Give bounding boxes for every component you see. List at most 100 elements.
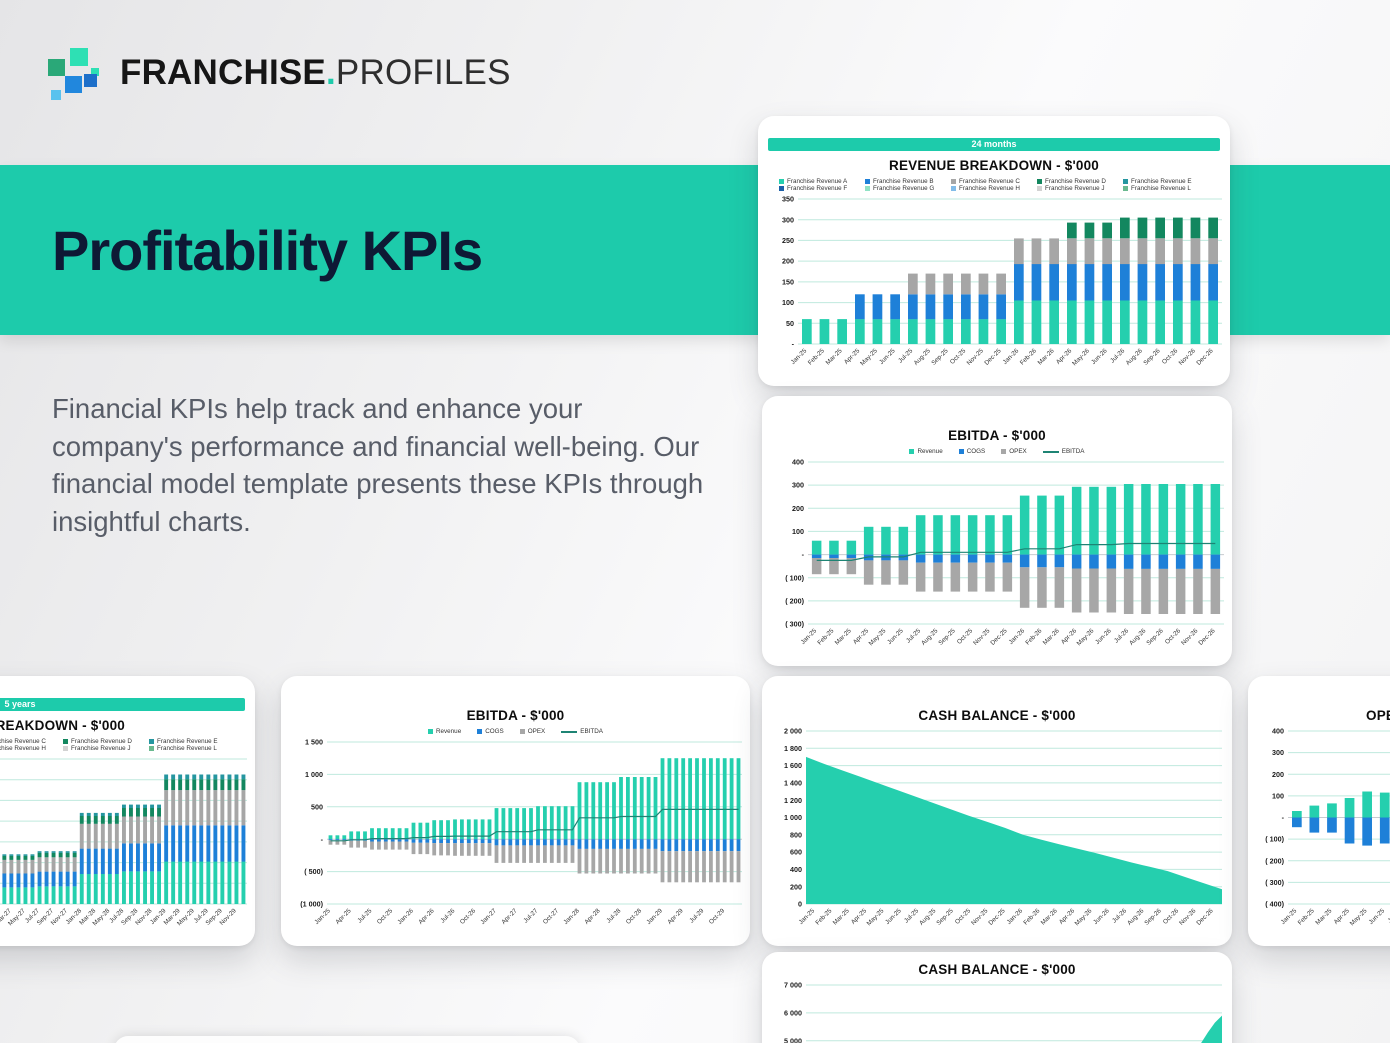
period-band-24-months: 24 months (768, 138, 1220, 151)
legend-item: COGS (958, 448, 985, 455)
chart-card-cash-balance-5y: CASH BALANCE - $'000 7 000 6 000 5 000 (762, 952, 1232, 1043)
logo-square-teal-small (91, 68, 99, 76)
svg-text:Jul-29: Jul-29 (688, 907, 705, 924)
svg-text:Jun-25: Jun-25 (878, 347, 897, 366)
svg-text:Oct-25: Oct-25 (954, 907, 973, 926)
svg-text:Feb-25: Feb-25 (1297, 907, 1316, 926)
svg-text:Jan-29: Jan-29 (645, 907, 664, 926)
svg-text:Jan-28: Jan-28 (562, 907, 581, 926)
svg-text:May-25: May-25 (868, 627, 888, 647)
period-band-5-years: 5 years (0, 698, 245, 711)
svg-text:Mar-26: Mar-26 (1040, 907, 1059, 926)
legend-label: Franchise Revenue L (157, 745, 217, 752)
svg-text:50: 50 (786, 319, 794, 328)
svg-text:200: 200 (1272, 770, 1284, 779)
legend-swatch (1001, 449, 1007, 454)
legend-swatch (1037, 186, 1042, 191)
svg-text:( 300): ( 300) (1265, 878, 1284, 887)
logo-square-lightblue-small (51, 90, 61, 100)
svg-text:Jun-26: Jun-26 (1090, 347, 1109, 366)
logo-square-blue-large (65, 76, 82, 93)
svg-text:400: 400 (1272, 727, 1284, 736)
svg-text:Feb-26: Feb-26 (1019, 347, 1038, 366)
svg-text:Jan-26: Jan-26 (396, 907, 415, 926)
svg-text:Oct-25: Oct-25 (956, 627, 975, 646)
chart-title: CASH BALANCE - $'000 (918, 708, 1076, 723)
svg-text:800: 800 (790, 830, 802, 839)
chart-title: CASH BALANCE - $'000 (918, 962, 1076, 977)
svg-text:250: 250 (782, 236, 794, 245)
svg-text:350: 350 (782, 195, 794, 204)
svg-text:Jan-25: Jan-25 (800, 627, 819, 646)
svg-text:Jul-25: Jul-25 (356, 907, 373, 924)
svg-text:2 000: 2 000 (784, 727, 802, 736)
svg-text:Jun-25: Jun-25 (884, 907, 903, 926)
legend-swatch (63, 746, 68, 751)
svg-text:Sep-26: Sep-26 (1145, 627, 1165, 647)
revenue-breakdown-24m-chart: 350 300 250 200 150 100 50 - Jan-25 Feb-25 Mar-25 A… (758, 193, 1230, 380)
legend-item: Franchise Revenue L (1123, 185, 1209, 192)
svg-text:1 600: 1 600 (784, 761, 802, 770)
svg-text:Sep-25: Sep-25 (935, 907, 955, 927)
svg-text:( 200): ( 200) (785, 597, 804, 606)
svg-text:500: 500 (311, 802, 323, 811)
svg-text:Aug-26: Aug-26 (1128, 627, 1148, 647)
legend-label: Franchise Revenue L (1131, 185, 1191, 192)
svg-text:Jul-26: Jul-26 (439, 907, 456, 924)
svg-text:Nov-25: Nov-25 (972, 627, 992, 647)
svg-text:Aug-25: Aug-25 (920, 627, 940, 647)
svg-text:May-26: May-26 (1074, 907, 1094, 927)
brand-wordmark: FRANCHISE.PROFILES (120, 53, 511, 93)
legend-swatch (1123, 179, 1128, 184)
legend-label: Franchise Revenue H (0, 745, 46, 752)
svg-text:Jul-25: Jul-25 (1387, 907, 1390, 924)
chart-title: OPE (1366, 708, 1390, 723)
chart-title: EBITDA - $'000 (948, 428, 1046, 443)
chart-card-ebitda-5y: EBITDA - $'000 Revenue COGS OPEX EBITDA 1 5… (281, 676, 750, 946)
svg-text:400: 400 (790, 865, 802, 874)
legend-item: Revenue (909, 448, 943, 455)
svg-text:Sep-26: Sep-26 (1143, 907, 1163, 927)
svg-text:Jul-27: Jul-27 (522, 907, 539, 924)
svg-text:Apr-26: Apr-26 (417, 907, 436, 926)
svg-text:Jan-25: Jan-25 (798, 907, 817, 926)
legend-swatch (951, 179, 956, 184)
svg-text:-: - (802, 550, 805, 559)
logo-square-teal-large (70, 48, 88, 66)
chart-title: REVENUE BREAKDOWN - $'000 (0, 718, 125, 733)
legend-item: Revenue (427, 728, 461, 735)
legend-item: OPEX (1001, 448, 1027, 455)
svg-text:Mar-26: Mar-26 (1037, 347, 1056, 366)
svg-text:Oct-27: Oct-27 (542, 907, 561, 926)
svg-text:May-26: May-26 (1076, 627, 1096, 647)
chart-title: REVENUE BREAKDOWN - $'000 (889, 158, 1099, 173)
svg-text:Jan-26: Jan-26 (1006, 907, 1025, 926)
svg-text:( 200): ( 200) (1265, 856, 1284, 865)
svg-text:Dec-26: Dec-26 (1195, 907, 1215, 927)
svg-text:( 500): ( 500) (304, 867, 323, 876)
svg-text:Feb-25: Feb-25 (816, 627, 835, 646)
legend-swatch (1123, 186, 1128, 191)
svg-text:Sep-26: Sep-26 (1142, 347, 1162, 367)
svg-text:Apr-29: Apr-29 (666, 907, 685, 926)
svg-text:Oct-26: Oct-26 (459, 907, 478, 926)
legend-item: Franchise Revenue D (1037, 178, 1123, 185)
legend-item: Franchise Revenue H (951, 185, 1037, 192)
chart-card-cash-balance-24m: CASH BALANCE - $'000 2 000 1 800 1 600 1 40… (762, 676, 1232, 946)
legend-label: Franchise Revenue D (1045, 178, 1106, 185)
svg-text:Oct-28: Oct-28 (625, 907, 644, 926)
legend-label: Franchise Revenue B (873, 178, 934, 185)
legend-swatch (1037, 179, 1042, 184)
legend-swatch (958, 449, 964, 454)
svg-text:Jan-26: Jan-26 (1002, 347, 1021, 366)
svg-text:Oct-26: Oct-26 (1164, 627, 1183, 646)
svg-text:Nov-26: Nov-26 (1180, 627, 1200, 647)
chart-legend: Revenue COGS OPEX EBITDA (762, 448, 1232, 455)
svg-text:Jul-28: Jul-28 (605, 907, 622, 924)
svg-text:200: 200 (790, 882, 802, 891)
svg-text:Jan-25: Jan-25 (313, 907, 332, 926)
brand-name-bold: FRANCHISE (120, 53, 326, 92)
cash-balance-5y-chart: 7 000 6 000 5 000 (762, 979, 1232, 1043)
legend-label: OPEX (527, 728, 546, 735)
svg-text:Oct-26: Oct-26 (1161, 347, 1180, 366)
